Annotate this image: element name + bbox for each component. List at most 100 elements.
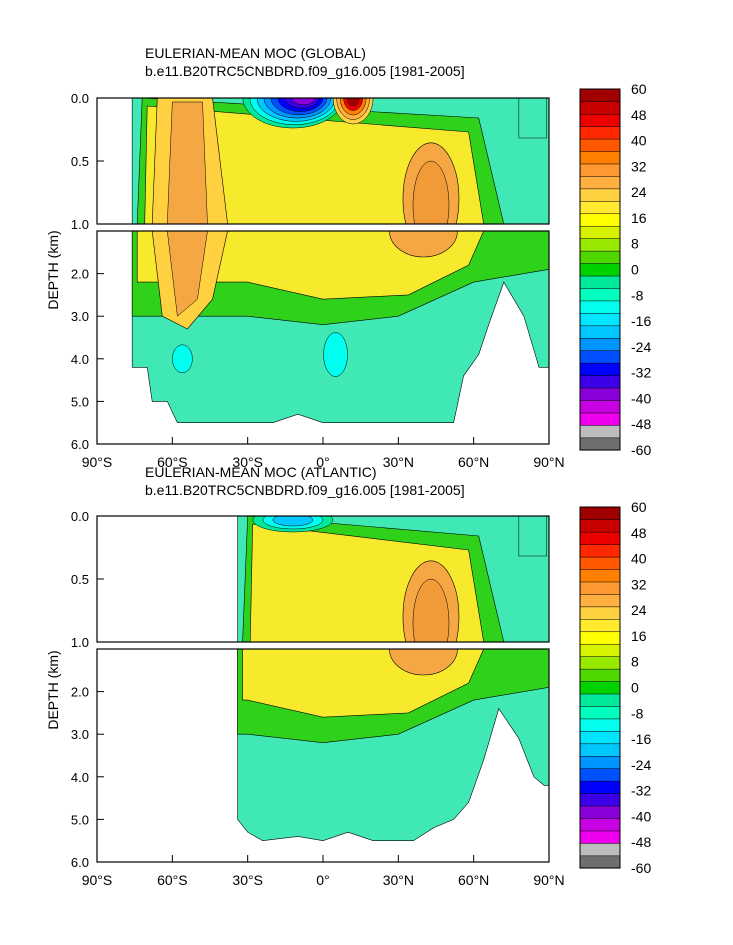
colorbar-swatch xyxy=(579,213,621,227)
y-tick-label: 1.0 xyxy=(71,217,89,232)
southern-cell-core xyxy=(167,231,208,317)
colorbar-swatch xyxy=(579,350,621,364)
y-axis-label: DEPTH (km) xyxy=(45,230,61,309)
colorbar-label: 60 xyxy=(631,81,647,97)
cell-core xyxy=(389,649,458,676)
chart-subtitle: b.e11.B20TRC5CNBDRD.f09_g16.005 [1981-20… xyxy=(145,63,465,79)
colorbar-swatch xyxy=(579,519,621,533)
colorbar-label: 0 xyxy=(631,680,639,696)
colorbar-swatch xyxy=(579,362,621,376)
colorbar-swatch xyxy=(579,437,621,451)
colorbar-swatch xyxy=(579,150,621,165)
colorbar-label: -16 xyxy=(631,313,651,329)
colorbar-label: -32 xyxy=(631,783,651,799)
colorbar-swatch xyxy=(579,830,621,844)
tropical-positive-cell xyxy=(346,98,360,107)
y-tick-label: 5.0 xyxy=(71,394,89,409)
x-tick-label: 30°N xyxy=(383,872,414,888)
colorbar-swatch xyxy=(579,300,621,314)
atlantic-shallow-cell xyxy=(272,516,314,527)
y-tick-label: 3.0 xyxy=(71,309,89,324)
colorbar-swatch xyxy=(579,593,621,608)
colorbar-swatch xyxy=(579,225,621,239)
colorbar-swatch xyxy=(579,656,621,670)
colorbar-swatch xyxy=(579,412,621,426)
colorbar-swatch xyxy=(579,263,621,277)
colorbar-label: 16 xyxy=(631,628,647,644)
tropical-negative-cell xyxy=(291,98,316,106)
colorbar-swatch xyxy=(579,424,621,439)
colorbar-swatch xyxy=(579,855,621,869)
colorbar-label: -40 xyxy=(631,390,651,406)
y-tick-label: 4.0 xyxy=(71,770,89,785)
colorbar-swatch xyxy=(579,718,621,732)
colorbar-swatch xyxy=(579,730,621,745)
lower-depth-field xyxy=(97,231,549,444)
colorbar-label: -60 xyxy=(631,860,651,876)
colorbar-swatch xyxy=(579,113,621,127)
colorbar-label: 40 xyxy=(631,551,647,567)
colorbar-swatch xyxy=(579,755,621,769)
y-axis-label: DEPTH (km) xyxy=(45,650,61,729)
y-tick-label: 1.0 xyxy=(71,635,89,650)
colorbar-swatch xyxy=(579,163,621,177)
colorbar-swatch xyxy=(579,606,621,620)
colorbar-swatch xyxy=(579,88,621,102)
colorbar-label: 48 xyxy=(631,525,647,541)
y-tick-label: 5.0 xyxy=(71,812,89,827)
chart-title: EULERIAN-MEAN MOC (GLOBAL) xyxy=(145,45,366,61)
x-tick-label: 60°N xyxy=(458,454,489,470)
y-tick-label: 0.0 xyxy=(71,509,89,524)
southern-cell-core xyxy=(167,101,208,224)
colorbar-swatch xyxy=(579,337,621,351)
colorbar-label: 32 xyxy=(631,158,647,174)
colorbar-swatch xyxy=(579,531,621,545)
colorbar-swatch xyxy=(579,805,621,819)
y-tick-label: 4.0 xyxy=(71,352,89,367)
colorbar-frame xyxy=(579,88,621,451)
colorbar-label: -48 xyxy=(631,834,651,850)
colorbar-swatch xyxy=(579,275,621,289)
colorbar-label: -60 xyxy=(631,442,651,458)
y-tick-label: 2.0 xyxy=(71,267,89,282)
colorbar-label: -40 xyxy=(631,808,651,824)
colorbar-frame xyxy=(579,506,621,869)
y-tick-label: 0.5 xyxy=(71,154,89,169)
x-tick-label: 90°S xyxy=(82,872,113,888)
colorbar-swatch xyxy=(579,681,621,695)
colorbar-swatch xyxy=(579,618,621,633)
moc-panel-atlantic: EULERIAN-MEAN MOC (ATLANTIC) b.e11.B20TRC… xyxy=(45,464,651,888)
colorbar-swatch xyxy=(579,375,621,389)
colorbar-label: 0 xyxy=(631,262,639,278)
colorbar-swatch xyxy=(579,188,621,202)
x-tick-label: 60°S xyxy=(157,454,188,470)
colorbar-label: 16 xyxy=(631,210,647,226)
colorbar-swatch xyxy=(579,312,621,327)
colorbar-label: 32 xyxy=(631,576,647,592)
colorbar-swatch xyxy=(579,842,621,857)
x-tick-label: 30°S xyxy=(232,454,263,470)
colorbar-swatch xyxy=(579,817,621,832)
arctic-strip xyxy=(518,98,547,139)
colorbar-label: 24 xyxy=(631,602,647,618)
colorbar-label: 24 xyxy=(631,184,647,200)
colorbar-label: 8 xyxy=(631,236,639,252)
colorbar-swatch xyxy=(579,506,621,520)
colorbar-label: -16 xyxy=(631,731,651,747)
x-tick-label: 30°N xyxy=(383,454,414,470)
colorbar-swatch xyxy=(579,705,621,720)
deep-negative-cell xyxy=(323,332,348,377)
y-tick-label: 2.0 xyxy=(71,685,89,700)
colorbar-swatch xyxy=(579,793,621,807)
colorbar-swatch xyxy=(579,743,621,757)
colorbar-swatch xyxy=(579,568,621,583)
colorbar-label: 60 xyxy=(631,499,647,515)
colorbar-swatch xyxy=(579,768,621,782)
y-tick-label: 0.0 xyxy=(71,91,89,106)
deep-negative-cell xyxy=(172,344,193,374)
colorbar: 60 48 40 32 24 16 8 0 -8 -16 -24 -32 -40 -48 -60 xyxy=(579,499,651,876)
colorbar-swatch xyxy=(579,250,621,264)
x-tick-label: 30°S xyxy=(232,872,263,888)
colorbar-swatch xyxy=(579,287,621,302)
